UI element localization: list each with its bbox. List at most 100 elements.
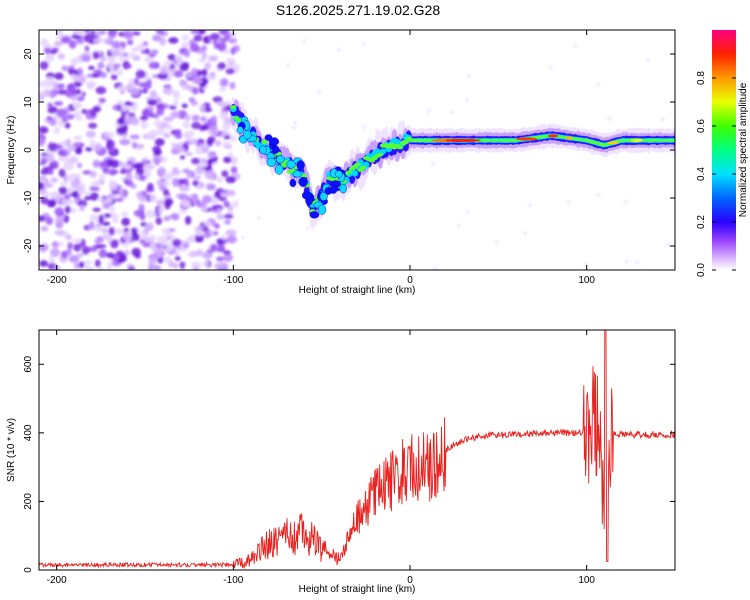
noise-blob — [218, 87, 227, 92]
noise-blob — [199, 125, 209, 130]
noise-blob — [79, 261, 85, 269]
noise-blob — [218, 30, 228, 35]
noise-blob — [199, 103, 206, 113]
noise-blob — [217, 62, 227, 70]
noise-blob — [162, 239, 169, 246]
noise-speck — [523, 231, 527, 235]
noise-blob — [113, 63, 122, 68]
noise-blob — [67, 242, 73, 250]
noise-blob — [57, 89, 68, 95]
noise-blob — [72, 101, 81, 110]
noise-blob — [159, 66, 167, 75]
noise-blob — [172, 262, 179, 269]
noise-blob — [98, 249, 108, 258]
noise-blob — [225, 190, 236, 197]
noise-blob — [92, 159, 101, 168]
snr-xlabel: Height of straight line (km) — [299, 584, 416, 595]
ridge-blob — [318, 204, 327, 215]
noise-blob — [204, 231, 211, 239]
noise-blob — [188, 97, 196, 103]
noise-blob — [54, 72, 64, 80]
noise-blob — [199, 82, 207, 88]
noise-blob — [226, 63, 233, 70]
noise-blob — [178, 178, 186, 185]
noise-blob — [89, 139, 96, 148]
noise-blob — [95, 86, 107, 95]
noise-blob — [193, 228, 203, 235]
noise-blob — [163, 256, 173, 264]
noise-blob — [184, 114, 191, 122]
noise-blob — [49, 90, 56, 99]
noise-blob — [223, 200, 230, 208]
noise-speck — [465, 210, 469, 214]
noise-blob — [182, 168, 191, 174]
noise-blob — [82, 55, 91, 62]
noise-blob — [76, 252, 84, 258]
noise-blob — [135, 144, 144, 151]
noise-blob — [207, 170, 213, 176]
noise-speck — [596, 193, 600, 197]
noise-blob — [191, 68, 198, 77]
noise-blob — [192, 138, 198, 146]
colorbar-label: Normalized spectral amplitude — [738, 82, 749, 217]
noise-blob — [144, 81, 152, 90]
noise-blob — [216, 208, 222, 215]
noise-blob — [43, 190, 50, 198]
noise-blob — [45, 54, 55, 62]
ridge-core — [607, 141, 619, 145]
noise-blob — [92, 207, 101, 212]
noise-blob — [184, 151, 193, 157]
noise-blob — [211, 115, 217, 123]
ridge-blob — [274, 164, 284, 175]
noise-speck — [607, 117, 611, 121]
noise-blob — [221, 113, 229, 118]
noise-blob — [114, 197, 124, 202]
ridge-blob — [286, 160, 296, 169]
noise-blob — [168, 37, 179, 44]
noise-blob — [222, 250, 231, 255]
ridge-blob — [243, 130, 252, 140]
noise-blob — [72, 142, 82, 148]
noise-blob — [131, 31, 141, 36]
noise-blob — [118, 190, 125, 197]
noise-blob — [110, 159, 120, 168]
noise-blob — [39, 181, 45, 191]
noise-blob — [155, 217, 163, 225]
ridge-core — [516, 137, 538, 141]
noise-blob — [89, 214, 100, 222]
noise-blob — [107, 148, 115, 153]
noise-blob — [179, 187, 191, 192]
noise-blob — [142, 40, 149, 47]
noise-blob — [131, 233, 141, 242]
colorbar-tick-label: 0.4 — [696, 167, 707, 181]
noise-blob — [48, 255, 55, 265]
noise-speck — [574, 43, 578, 47]
ridge-cell — [402, 139, 409, 145]
noise-blob — [94, 142, 102, 152]
spectrogram-ridge — [230, 96, 675, 230]
noise-blob — [167, 54, 177, 61]
noise-blob — [208, 129, 219, 136]
spectrogram-ytick-label: -20 — [23, 238, 34, 253]
colorbar: 0.0 0.2 0.4 0.6 0.8 Normalized spectral ampl… — [696, 30, 749, 277]
colorbar-tick-label: 0.8 — [696, 71, 707, 85]
noise-blob — [155, 30, 165, 35]
noise-blob — [93, 180, 102, 187]
ridge-core — [565, 136, 573, 140]
noise-blob — [221, 170, 229, 178]
noise-blob — [57, 53, 65, 60]
noise-blob — [190, 30, 202, 34]
noise-blob — [110, 74, 118, 81]
noise-blob — [201, 68, 208, 77]
noise-blob — [124, 101, 132, 106]
noise-blob — [194, 237, 204, 243]
noise-speck — [431, 161, 435, 165]
noise-blob — [44, 47, 51, 55]
noise-blob — [170, 110, 181, 119]
noise-blob — [88, 65, 95, 70]
noise-speck — [427, 109, 431, 113]
noise-blob — [181, 199, 191, 207]
noise-speck — [549, 65, 553, 69]
